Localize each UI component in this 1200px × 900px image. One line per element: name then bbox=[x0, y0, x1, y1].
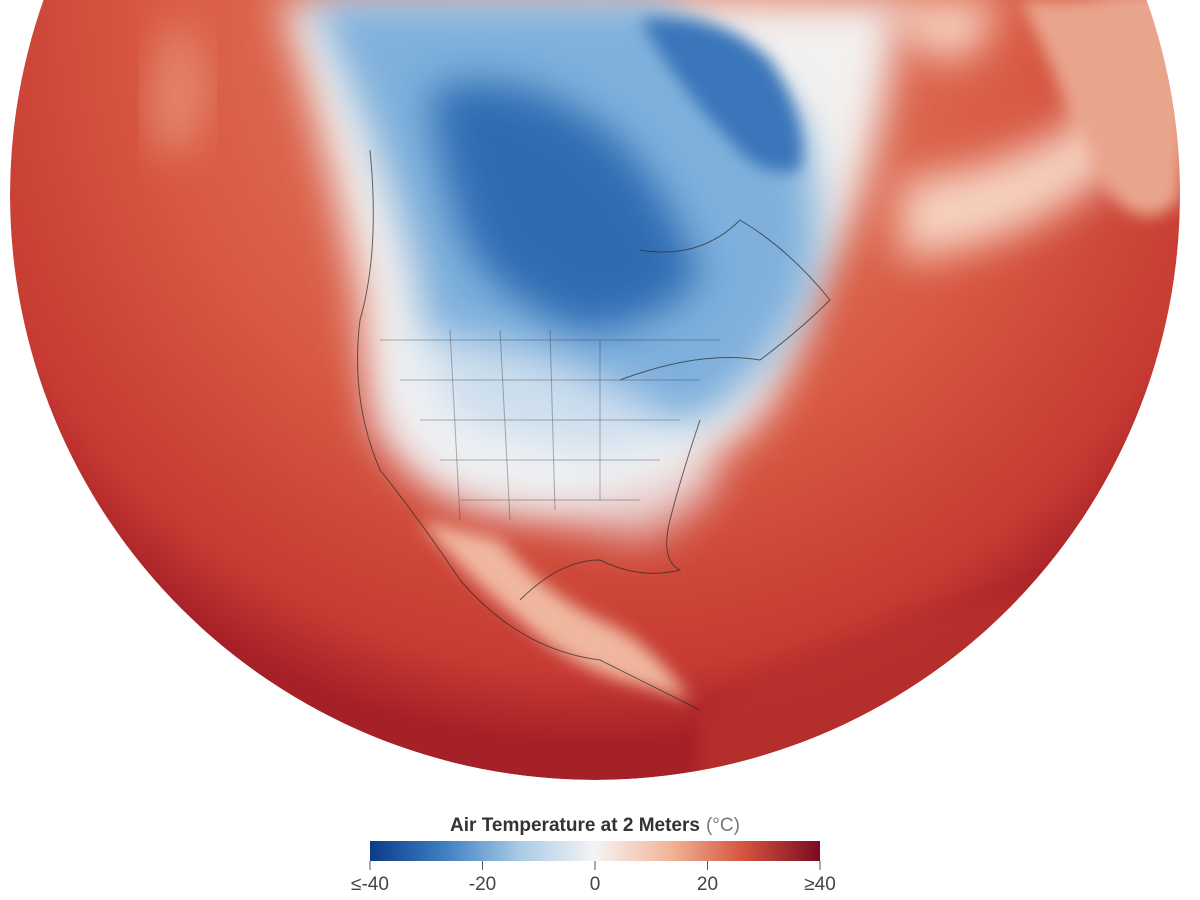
warm-patch bbox=[150, 20, 206, 160]
greenland bbox=[640, 18, 802, 173]
tick-label: 0 bbox=[590, 874, 601, 895]
coastlines bbox=[357, 149, 831, 711]
colorbar bbox=[370, 841, 820, 861]
tick-label: ≤-40 bbox=[351, 874, 389, 895]
coldest-region bbox=[430, 81, 700, 331]
usa-cool bbox=[370, 330, 720, 540]
legend: Air Temperature at 2 Meters (°C) ≤-40 -20… bbox=[351, 815, 836, 895]
tick-label: -20 bbox=[469, 874, 496, 895]
tick-label: ≥40 bbox=[804, 874, 836, 895]
europe bbox=[1020, 0, 1180, 216]
mexico bbox=[420, 520, 690, 700]
globe bbox=[10, 0, 1180, 780]
legend-title: Air Temperature at 2 Meters bbox=[450, 815, 700, 836]
legend-unit: (°C) bbox=[706, 815, 740, 836]
tick-label: 20 bbox=[697, 874, 718, 895]
